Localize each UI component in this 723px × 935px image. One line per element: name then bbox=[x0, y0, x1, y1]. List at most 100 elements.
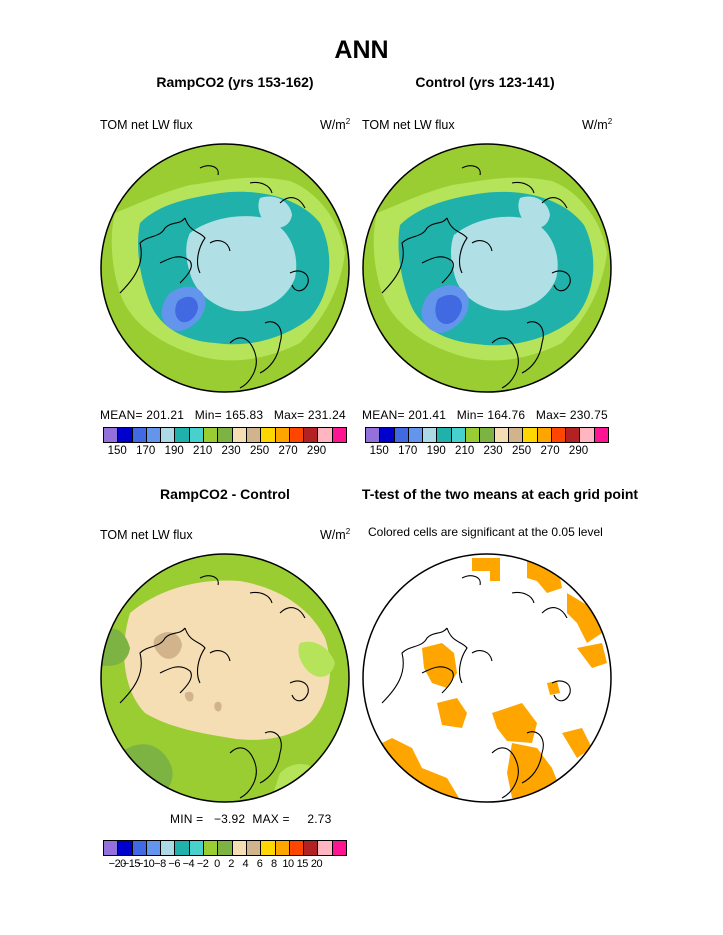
colorbar-tick-label: −2 bbox=[196, 858, 209, 870]
colorbar-swatch bbox=[451, 428, 467, 442]
colorbar-swatch bbox=[246, 841, 262, 855]
colorbar-top-left bbox=[103, 427, 347, 443]
colorbar-top-right bbox=[365, 427, 609, 443]
colorbar-tick-label: 250 bbox=[249, 445, 270, 457]
colorbar-swatch bbox=[437, 428, 452, 442]
colorbar-swatch bbox=[189, 428, 205, 442]
colorbar-swatch bbox=[551, 428, 567, 442]
colorbar-tick-label: −4 bbox=[182, 858, 195, 870]
colorbar-swatch bbox=[261, 428, 276, 442]
colorbar-swatch bbox=[161, 841, 176, 855]
colorbar-swatch bbox=[494, 428, 509, 442]
colorbar-swatch bbox=[146, 841, 162, 855]
colorbar-tick-label: 170 bbox=[398, 445, 418, 457]
colorbar-tick-label: 4 bbox=[242, 858, 249, 870]
units-bottom-left: W/m2 bbox=[320, 527, 351, 543]
colorbar-swatch bbox=[132, 428, 147, 442]
stats-top-right: MEAN= 201.41 Min= 164.76 Max= 230.75 bbox=[362, 408, 608, 422]
colorbar-swatch bbox=[566, 428, 581, 442]
colorbar-tick-label: 190 bbox=[164, 445, 184, 457]
colorbar-swatch bbox=[380, 428, 395, 442]
colorbar-tick-label: 20 bbox=[310, 858, 323, 870]
colorbar-swatch bbox=[394, 428, 409, 442]
colorbar-swatch bbox=[537, 428, 552, 442]
polar-map-significance bbox=[362, 553, 612, 803]
colorbar-tick-label: −10 bbox=[137, 858, 155, 870]
colorbar-tick-label: 15 bbox=[296, 858, 309, 870]
colorbar-swatch bbox=[318, 428, 333, 442]
colorbar-tick-label: 290 bbox=[568, 445, 589, 457]
colorbar-tick-label: 270 bbox=[278, 445, 298, 457]
colorbar-tick-label: 2 bbox=[228, 858, 234, 870]
colorbar-swatch bbox=[175, 841, 190, 855]
colorbar-swatch bbox=[218, 841, 233, 855]
colorbar-tick-label: −15 bbox=[122, 858, 141, 870]
colorbar-tick-label: −20 bbox=[108, 858, 127, 870]
polar-map-rampco2 bbox=[100, 143, 350, 393]
colorbar-swatch bbox=[261, 841, 276, 855]
colorbar-swatch bbox=[466, 428, 481, 442]
colorbar-tick-label: 230 bbox=[483, 445, 503, 457]
colorbar-swatch bbox=[304, 841, 319, 855]
colorbar-swatch bbox=[246, 428, 262, 442]
colorbar-swatch bbox=[289, 841, 305, 855]
colorbar-tick-label: 190 bbox=[426, 445, 446, 457]
colorbar-tick-label: 0 bbox=[214, 858, 220, 870]
colorbar-swatch bbox=[104, 428, 119, 442]
colorbar-tick-label: 210 bbox=[455, 445, 475, 457]
colorbar-swatch bbox=[175, 428, 190, 442]
units-top-left: W/m2 bbox=[320, 117, 351, 133]
colorbar-swatch bbox=[132, 841, 147, 855]
colorbar-swatch bbox=[366, 428, 381, 442]
colorbar-swatch bbox=[332, 841, 347, 855]
colorbar-swatch bbox=[594, 428, 609, 442]
colorbar-tick-label: 230 bbox=[221, 445, 241, 457]
colorbar-swatch bbox=[118, 428, 133, 442]
colorbar-swatch bbox=[580, 428, 595, 442]
colorbar-difference bbox=[103, 840, 347, 856]
panel-title-difference: RampCO2 - Control bbox=[160, 486, 290, 502]
colorbar-tick-label: 170 bbox=[136, 445, 156, 457]
colorbar-swatch bbox=[189, 841, 205, 855]
colorbar-swatch bbox=[232, 428, 247, 442]
colorbar-tick-label: 150 bbox=[369, 445, 389, 457]
panel-title-ttest: T-test of the two means at each grid poi… bbox=[361, 486, 639, 502]
field-label-top-right: TOM net LW flux bbox=[362, 118, 455, 132]
colorbar-swatch bbox=[275, 841, 290, 855]
colorbar-tick-label: 6 bbox=[256, 858, 263, 870]
colorbar-swatch bbox=[523, 428, 538, 442]
colorbar-tick-label: 10 bbox=[282, 858, 294, 870]
colorbar-tick-label: 210 bbox=[193, 445, 213, 457]
units-top-right: W/m2 bbox=[582, 117, 613, 133]
colorbar-tick-label: 150 bbox=[107, 445, 127, 457]
colorbar-swatch bbox=[318, 841, 333, 855]
figure-title: ANN bbox=[334, 36, 389, 64]
panel-title-rampco2: RampCO2 (yrs 153-162) bbox=[156, 74, 314, 90]
field-label-top-left: TOM net LW flux bbox=[100, 118, 193, 132]
colorbar-swatch bbox=[304, 428, 319, 442]
colorbar-swatch bbox=[118, 841, 133, 855]
stats-top-left: MEAN= 201.21 Min= 165.83 Max= 231.24 bbox=[100, 408, 346, 422]
colorbar-swatch bbox=[232, 841, 247, 855]
colorbar-swatch bbox=[204, 841, 219, 855]
panel-title-control: Control (yrs 123-141) bbox=[415, 74, 555, 90]
colorbar-swatch bbox=[161, 428, 176, 442]
colorbar-swatch bbox=[104, 841, 119, 855]
colorbar-swatch bbox=[146, 428, 162, 442]
colorbar-tick-label: 250 bbox=[511, 445, 532, 457]
colorbar-swatch bbox=[332, 428, 347, 442]
colorbar-swatch bbox=[480, 428, 495, 442]
colorbar-swatch bbox=[408, 428, 424, 442]
colorbar-tick-label: −6 bbox=[168, 858, 180, 870]
colorbar-swatch bbox=[275, 428, 290, 442]
colorbar-tick-label: −8 bbox=[154, 858, 166, 870]
colorbar-swatch bbox=[423, 428, 438, 442]
colorbar-tick-label: 8 bbox=[271, 858, 277, 870]
stats-bottom-left: MIN = −3.92 MAX = 2.73 bbox=[170, 812, 332, 826]
colorbar-swatch bbox=[204, 428, 219, 442]
colorbar-tick-label: 290 bbox=[306, 445, 327, 457]
colorbar-swatch bbox=[218, 428, 233, 442]
colorbar-tick-label: 270 bbox=[540, 445, 560, 457]
significance-note: Colored cells are significant at the 0.0… bbox=[368, 525, 603, 539]
colorbar-swatch bbox=[508, 428, 524, 442]
